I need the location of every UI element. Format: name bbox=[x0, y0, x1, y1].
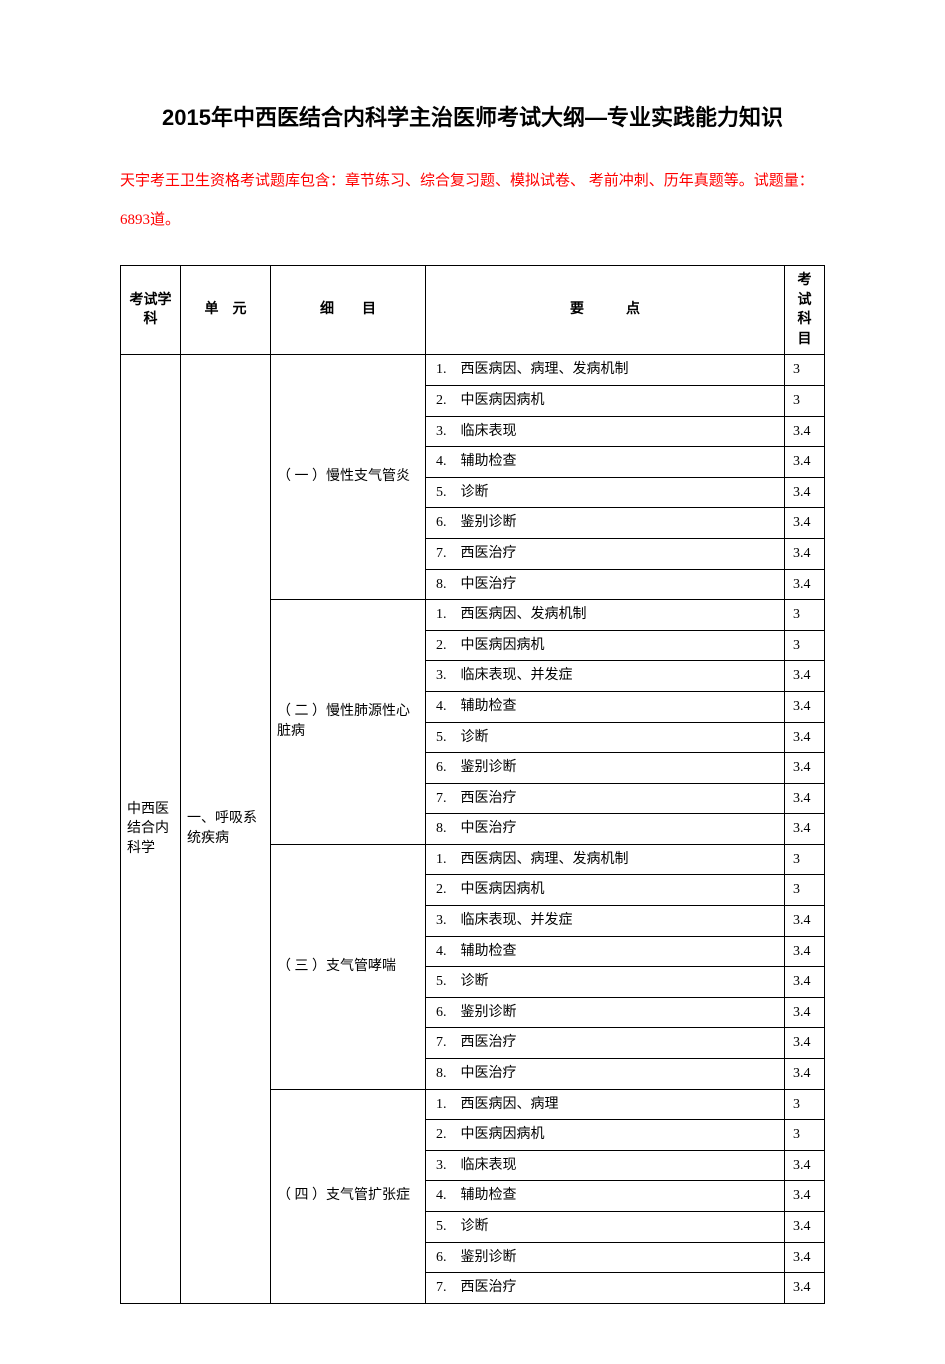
exam-cell: 3 bbox=[785, 1089, 825, 1120]
item-cell: （ 三 ）支气管哮喘 bbox=[271, 844, 426, 1089]
syllabus-table: 考试学科 单 元 细 目 要 点 考试科目 中西医结合内科学一、呼吸系统疾病（ … bbox=[120, 265, 825, 1304]
exam-cell: 3 bbox=[785, 385, 825, 416]
point-cell: 4. 辅助检查 bbox=[426, 936, 785, 967]
intro-paragraph: 天宇考王卫生资格考试题库包含：章节练习、综合复习题、模拟试卷、 考前冲刺、历年真… bbox=[120, 162, 825, 240]
item-cell: （ 二 ）慢性肺源性心脏病 bbox=[271, 600, 426, 845]
unit-cell: 一、呼吸系统疾病 bbox=[181, 355, 271, 1303]
exam-cell: 3 bbox=[785, 630, 825, 661]
point-cell: 3. 临床表现、并发症 bbox=[426, 906, 785, 937]
exam-cell: 3.4 bbox=[785, 753, 825, 784]
exam-cell: 3.4 bbox=[785, 569, 825, 600]
point-cell: 2. 中医病因病机 bbox=[426, 385, 785, 416]
point-cell: 2. 中医病因病机 bbox=[426, 630, 785, 661]
exam-cell: 3.4 bbox=[785, 1181, 825, 1212]
exam-cell: 3 bbox=[785, 875, 825, 906]
point-cell: 8. 中医治疗 bbox=[426, 1059, 785, 1090]
point-cell: 4. 辅助检查 bbox=[426, 447, 785, 478]
exam-cell: 3.4 bbox=[785, 661, 825, 692]
exam-cell: 3.4 bbox=[785, 508, 825, 539]
point-cell: 1. 西医病因、发病机制 bbox=[426, 600, 785, 631]
exam-cell: 3 bbox=[785, 1120, 825, 1151]
point-cell: 7. 西医治疗 bbox=[426, 783, 785, 814]
header-unit: 单 元 bbox=[181, 266, 271, 355]
point-cell: 6. 鉴别诊断 bbox=[426, 997, 785, 1028]
point-cell: 2. 中医病因病机 bbox=[426, 875, 785, 906]
page-title: 2015年中西医结合内科学主治医师考试大纲—专业实践能力知识 bbox=[120, 100, 825, 132]
exam-cell: 3.4 bbox=[785, 1059, 825, 1090]
exam-cell: 3.4 bbox=[785, 722, 825, 753]
item-cell: （ 四 ）支气管扩张症 bbox=[271, 1089, 426, 1303]
point-cell: 1. 西医病因、病理、发病机制 bbox=[426, 355, 785, 386]
point-cell: 1. 西医病因、病理 bbox=[426, 1089, 785, 1120]
point-cell: 5. 诊断 bbox=[426, 1212, 785, 1243]
exam-cell: 3.4 bbox=[785, 447, 825, 478]
exam-cell: 3 bbox=[785, 844, 825, 875]
exam-cell: 3 bbox=[785, 600, 825, 631]
point-cell: 6. 鉴别诊断 bbox=[426, 753, 785, 784]
exam-cell: 3.4 bbox=[785, 783, 825, 814]
point-cell: 3. 临床表现 bbox=[426, 1150, 785, 1181]
subject-cell: 中西医结合内科学 bbox=[121, 355, 181, 1303]
exam-cell: 3.4 bbox=[785, 538, 825, 569]
exam-cell: 3.4 bbox=[785, 416, 825, 447]
point-cell: 8. 中医治疗 bbox=[426, 814, 785, 845]
exam-cell: 3.4 bbox=[785, 1212, 825, 1243]
point-cell: 5. 诊断 bbox=[426, 722, 785, 753]
point-cell: 5. 诊断 bbox=[426, 967, 785, 998]
exam-cell: 3.4 bbox=[785, 936, 825, 967]
exam-cell: 3.4 bbox=[785, 906, 825, 937]
exam-cell: 3.4 bbox=[785, 997, 825, 1028]
point-cell: 8. 中医治疗 bbox=[426, 569, 785, 600]
header-exam: 考试科目 bbox=[785, 266, 825, 355]
point-cell: 7. 西医治疗 bbox=[426, 1273, 785, 1304]
exam-cell: 3.4 bbox=[785, 1273, 825, 1304]
point-cell: 5. 诊断 bbox=[426, 477, 785, 508]
point-cell: 3. 临床表现、并发症 bbox=[426, 661, 785, 692]
point-cell: 7. 西医治疗 bbox=[426, 538, 785, 569]
header-point: 要 点 bbox=[426, 266, 785, 355]
point-cell: 2. 中医病因病机 bbox=[426, 1120, 785, 1151]
point-cell: 7. 西医治疗 bbox=[426, 1028, 785, 1059]
item-cell: （ 一 ）慢性支气管炎 bbox=[271, 355, 426, 600]
point-cell: 3. 临床表现 bbox=[426, 416, 785, 447]
exam-cell: 3.4 bbox=[785, 1028, 825, 1059]
point-cell: 4. 辅助检查 bbox=[426, 1181, 785, 1212]
header-item: 细 目 bbox=[271, 266, 426, 355]
header-subject: 考试学科 bbox=[121, 266, 181, 355]
exam-cell: 3 bbox=[785, 355, 825, 386]
point-cell: 1. 西医病因、病理、发病机制 bbox=[426, 844, 785, 875]
table-header-row: 考试学科 单 元 细 目 要 点 考试科目 bbox=[121, 266, 825, 355]
point-cell: 6. 鉴别诊断 bbox=[426, 1242, 785, 1273]
exam-cell: 3.4 bbox=[785, 967, 825, 998]
exam-cell: 3.4 bbox=[785, 1242, 825, 1273]
exam-cell: 3.4 bbox=[785, 814, 825, 845]
exam-cell: 3.4 bbox=[785, 1150, 825, 1181]
exam-cell: 3.4 bbox=[785, 691, 825, 722]
point-cell: 6. 鉴别诊断 bbox=[426, 508, 785, 539]
table-row: 中西医结合内科学一、呼吸系统疾病（ 一 ）慢性支气管炎1. 西医病因、病理、发病… bbox=[121, 355, 825, 386]
point-cell: 4. 辅助检查 bbox=[426, 691, 785, 722]
exam-cell: 3.4 bbox=[785, 477, 825, 508]
